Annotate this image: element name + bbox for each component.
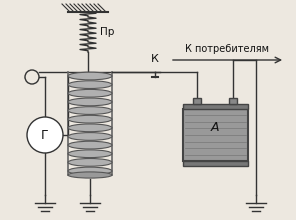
Bar: [183, 104, 247, 109]
Text: Пр: Пр: [100, 27, 114, 37]
Text: Г: Г: [41, 128, 49, 141]
Ellipse shape: [68, 167, 112, 175]
Text: К: К: [151, 54, 159, 64]
Ellipse shape: [68, 107, 112, 114]
Ellipse shape: [68, 89, 112, 97]
Bar: [193, 98, 201, 104]
Text: А: А: [211, 121, 219, 134]
Ellipse shape: [68, 172, 112, 178]
Ellipse shape: [68, 72, 112, 80]
Ellipse shape: [68, 133, 112, 140]
Bar: [183, 109, 247, 161]
Ellipse shape: [68, 81, 112, 88]
Bar: [183, 161, 247, 166]
Ellipse shape: [68, 124, 112, 132]
Ellipse shape: [68, 150, 112, 158]
Ellipse shape: [68, 98, 112, 106]
Bar: [229, 98, 237, 104]
Ellipse shape: [68, 141, 112, 149]
Ellipse shape: [68, 158, 112, 166]
Circle shape: [25, 70, 39, 84]
Circle shape: [27, 117, 63, 153]
Ellipse shape: [68, 115, 112, 123]
Text: К потребителям: К потребителям: [185, 44, 269, 54]
